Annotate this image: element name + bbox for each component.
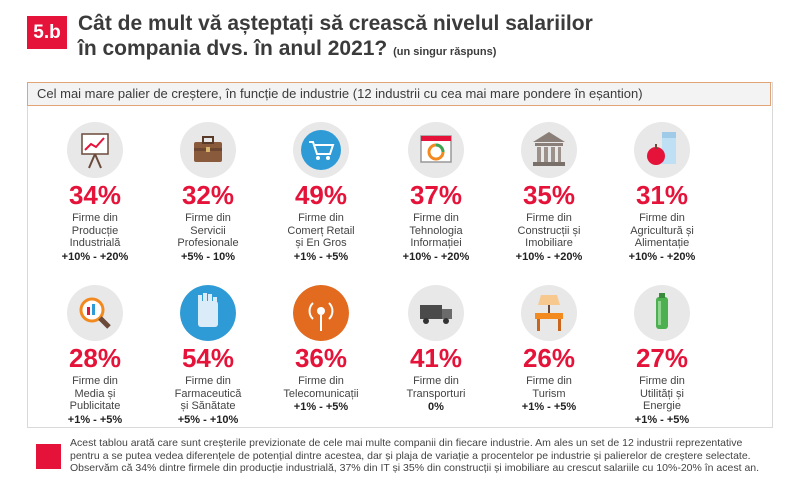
industry-range: +10% - +20% [515,250,583,263]
industry-label: Firme din Comerț Retail și En Gros [287,212,355,249]
industry-card: 28% Firme din Media și Publicitate +1% - +… [40,285,150,426]
industry-card: 32% Firme din Servicii Profesionale +5% - … [153,122,263,263]
battery-icon [634,285,690,341]
industry-label: Firme din Telecomunicații [283,375,359,400]
industry-card: 26% Firme din Turism +1% - +5% [494,285,604,413]
magnifier-icon [67,285,123,341]
glove-icon [180,285,236,341]
presentation-chart-icon [67,122,123,178]
title-line-1: Cât de mult vă așteptați să crească nive… [78,12,593,35]
industry-range: +5% - 10% [180,250,236,263]
industry-percentage: 32% [181,180,235,210]
industry-card: 54% Firme din Farmaceutică și Sănătate +5%… [153,285,263,426]
industry-range: +10% - +20% [61,250,129,263]
industry-label: Firme din Producție Industrială [69,212,121,249]
industry-range: +10% - +20% [402,250,470,263]
section-badge: 5.b [27,16,67,49]
industry-card: 36% Firme din Telecomunicații +1% - +5% [266,285,376,413]
title-note: (un singur răspuns) [393,46,497,58]
industry-range: +1% - +5% [67,413,123,426]
industry-percentage: 54% [181,343,235,373]
footnote-text: Acest tablou arată care sunt creșterile … [70,437,760,474]
industry-percentage: 41% [409,343,463,373]
truck-icon [408,285,464,341]
industry-range: +1% - +5% [293,250,349,263]
industry-label: Firme din Turism [526,375,572,400]
footnote-marker [36,444,61,469]
industry-percentage: 36% [294,343,348,373]
columns-building-icon [521,122,577,178]
industry-percentage: 26% [522,343,576,373]
industry-percentage: 27% [635,343,689,373]
industry-card: 34% Firme din Producție Industrială +10% -… [40,122,150,263]
industry-card: 35% Firme din Construcții și Imobiliare +1… [494,122,604,263]
industry-label: Firme din Utilități și Energie [639,375,685,412]
industry-label: Firme din Construcții și Imobiliare [517,212,581,249]
shopping-cart-icon [293,122,349,178]
industry-percentage: 28% [68,343,122,373]
industry-percentage: 31% [635,180,689,210]
title-line-2: în compania dvs. în anul 2021? (un singu… [78,36,593,65]
panel-header: Cel mai mare palier de creștere, în func… [27,82,771,106]
industry-label: Firme din Agricultură și Alimentație [630,212,694,249]
industry-label: Firme din Transporturi [406,375,466,400]
industry-range: 0% [428,401,444,413]
industry-range: +1% - +5% [634,413,690,426]
title-line-2-text: în compania dvs. în anul 2021? [78,37,388,60]
industry-card: 41% Firme din Transporturi 0% [381,285,491,413]
industry-card: 31% Firme din Agricultură și Alimentație +… [607,122,717,263]
industry-label: Firme din Media și Publicitate [69,375,121,412]
apple-milk-icon [634,122,690,178]
industry-percentage: 49% [294,180,348,210]
page-title: Cât de mult vă așteptați să crească nive… [78,11,593,65]
briefcase-icon [180,122,236,178]
industry-range: +10% - +20% [628,250,696,263]
industry-card: 37% Firme din Tehnologia Informației +10% … [381,122,491,263]
browser-window-icon [408,122,464,178]
lamp-table-icon [521,285,577,341]
industry-card: 49% Firme din Comerț Retail și En Gros +1%… [266,122,376,263]
industry-percentage: 35% [522,180,576,210]
industry-label: Firme din Servicii Profesionale [177,212,239,249]
industry-label: Firme din Farmaceutică și Sănătate [174,375,242,412]
antenna-signal-icon [293,285,349,341]
industry-percentage: 37% [409,180,463,210]
industry-range: +5% - +10% [177,413,239,426]
industry-label: Firme din Tehnologia Informației [409,212,463,249]
industry-percentage: 34% [68,180,122,210]
industry-card: 27% Firme din Utilități și Energie +1% - +… [607,285,717,426]
industry-range: +1% - +5% [293,401,349,413]
industry-range: +1% - +5% [521,401,577,413]
